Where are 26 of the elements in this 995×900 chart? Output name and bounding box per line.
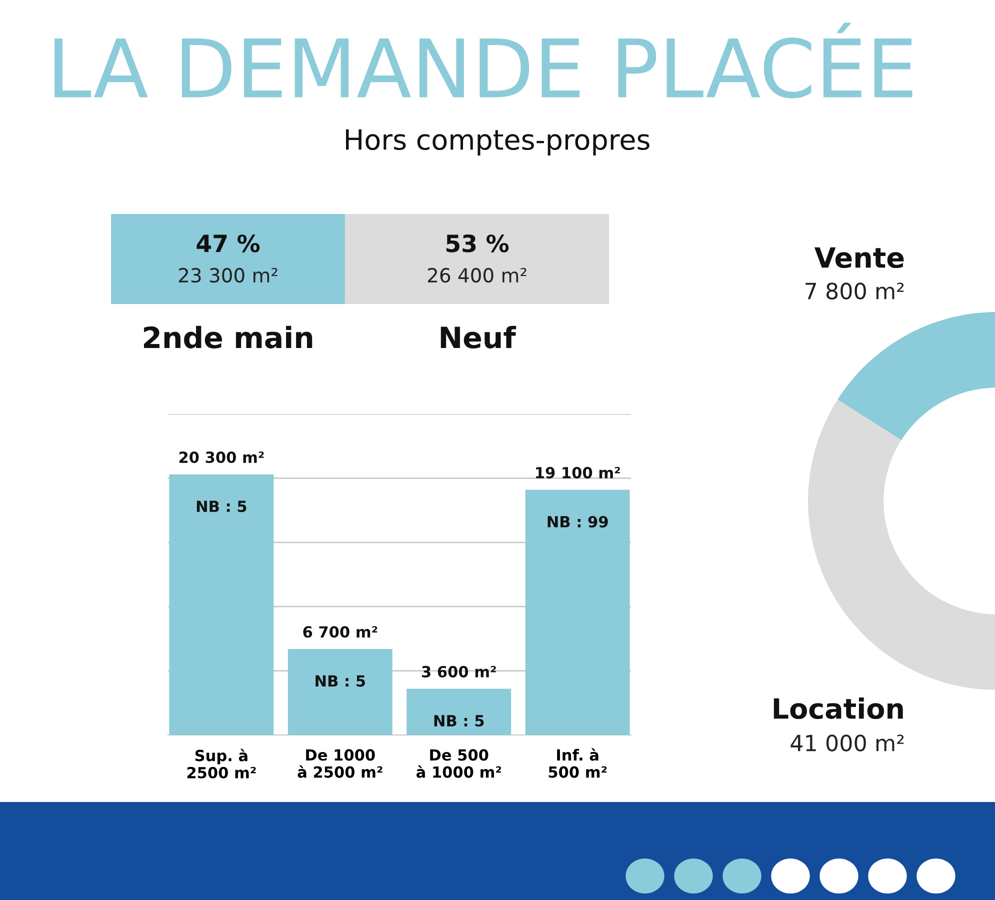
data-label: 3 600 m² [422,666,496,678]
slice-label: Vente [814,247,904,268]
x-tick-label: De 1000 à 2500 m² [298,749,382,778]
series-label: 2nde main [144,326,312,348]
annotation: NB : 99 [548,516,608,528]
annotation: NB : 5 [434,715,484,727]
bar [406,688,512,735]
slice-label: Location [774,698,903,720]
x-tick-label: Sup. à 2500 m² [187,748,256,778]
data-label: 47 % 23 300 m² [178,234,278,283]
annotation: NB : 5 [196,500,246,512]
bar [525,490,630,735]
bar [169,474,274,735]
chart-subtitle: Hors comptes-propres [346,129,650,156]
x-tick-label: Inf. à 500 m² [548,748,607,778]
x-tick-label: De 500 à 1000 m² [416,749,502,778]
series-label: Neuf [440,326,516,348]
chart-title: LA DEMANDE PLACÉE [54,22,912,98]
annotation: NB : 5 [316,675,365,687]
bar [288,648,392,735]
data-label: 53 % 26 400 m² [428,234,526,283]
data-label: 6 700 m² [303,626,378,638]
data-label: 20 300 m² [179,452,264,464]
data-label: 41 000 m² [790,734,904,752]
data-label: 7 800 m² [806,282,904,300]
data-label: 19 100 m² [536,466,620,478]
